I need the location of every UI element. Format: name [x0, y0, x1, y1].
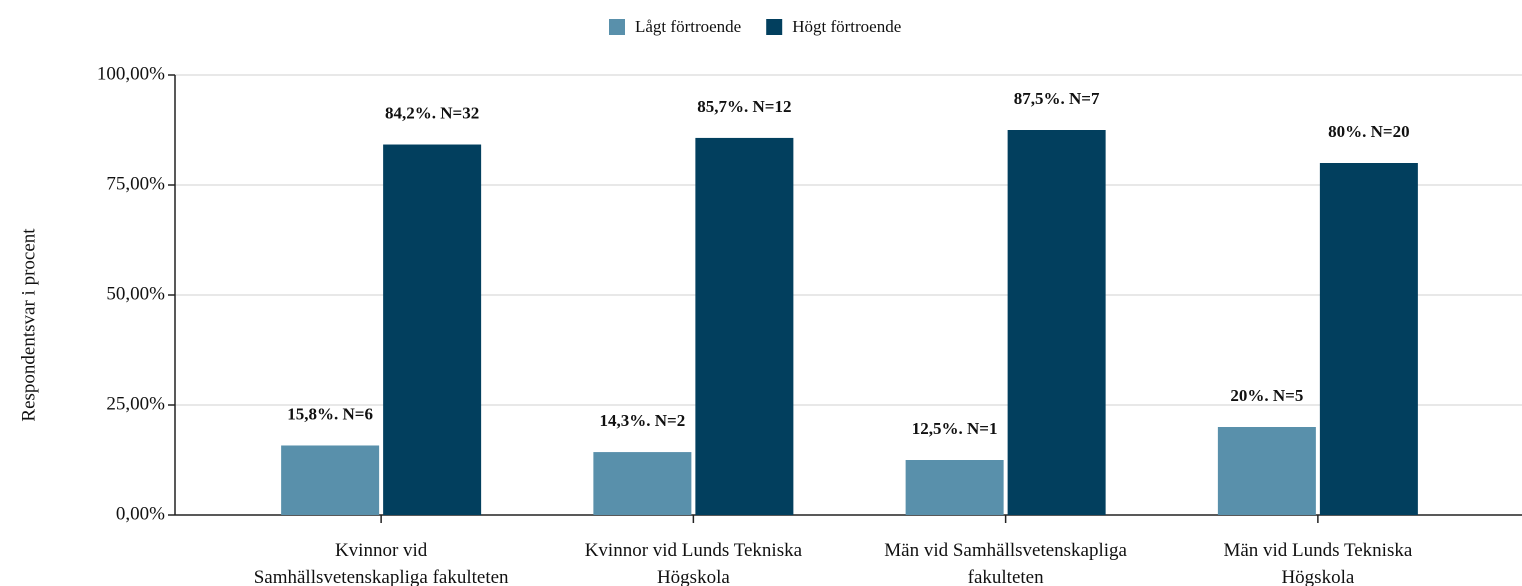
legend-swatch	[766, 19, 783, 35]
x-tick-label: Kvinnor vid Samhällsvetenskapliga fakult…	[253, 540, 509, 586]
y-axis-label: Respondentsvar i procent	[18, 228, 39, 422]
data-label: 80%. N=20	[1328, 122, 1409, 141]
bar	[1007, 130, 1106, 515]
bar	[905, 460, 1004, 515]
legend-swatch	[609, 19, 625, 35]
y-tick-label: 50,00%	[106, 283, 165, 304]
y-tick-label: 75,00%	[106, 173, 165, 194]
x-tick-label: Män vid Lunds Tekniska Högskola	[1223, 540, 1413, 586]
data-label: 14,3%. N=2	[600, 411, 686, 430]
data-label: 87,5%. N=7	[1014, 89, 1100, 108]
y-tick-label: 25,00%	[106, 393, 165, 414]
data-label: 12,5%. N=1	[912, 419, 998, 438]
bar	[1217, 427, 1316, 515]
legend-label: Högt förtroende	[792, 17, 901, 36]
y-tick-label: 0,00%	[116, 503, 165, 524]
bar	[1319, 163, 1418, 515]
bar	[695, 137, 794, 516]
bar	[383, 144, 482, 515]
legend-label: Lågt förtroende	[635, 17, 741, 36]
x-tick-label: Män vid Samhällsvetenskapliga fakulteten	[884, 540, 1127, 586]
data-label: 84,2%. N=32	[385, 103, 479, 122]
bar	[281, 445, 380, 515]
data-label: 15,8%. N=6	[287, 404, 373, 423]
x-tick-label: Kvinnor vid Lunds Tekniska Högskola	[584, 540, 803, 586]
data-label: 85,7%. N=12	[697, 97, 791, 116]
data-label: 20%. N=5	[1230, 386, 1303, 405]
bar	[593, 452, 692, 515]
y-tick-label: 100,00%	[97, 63, 165, 84]
